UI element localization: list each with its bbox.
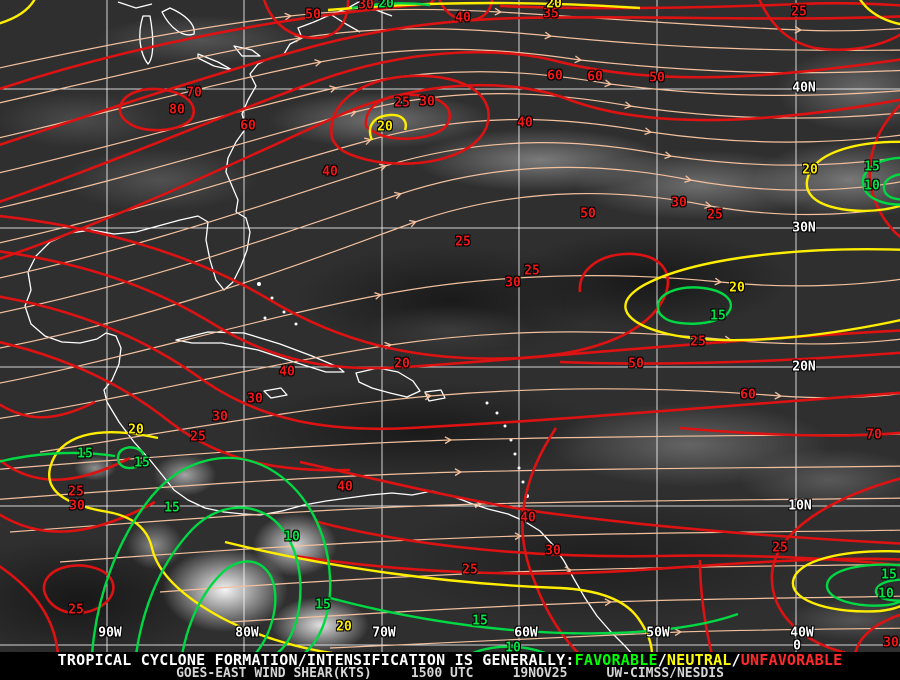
red-contour-line (679, 426, 900, 437)
yellow-contour-line (0, 0, 36, 25)
product-caption: GOES-EAST WIND SHEAR(KTS) 1500 UTC 19NOV… (176, 666, 724, 680)
red-contour-line (0, 50, 900, 203)
banner-prefix: TROPICAL CYCLONE FORMATION/INTENSIFICATI… (57, 651, 575, 669)
unfavorable-label: UNFAVORABLE (740, 651, 843, 669)
green-contour-closed-15 (116, 446, 145, 470)
streamline (0, 7, 900, 69)
red-contour-line (0, 250, 900, 370)
separator: / (731, 651, 741, 669)
coastline (106, 401, 261, 516)
yellow-contour-line (368, 113, 407, 141)
red-contour-line (262, 0, 350, 40)
green-contour-line (874, 578, 900, 602)
red-contour-line (0, 500, 156, 533)
streamline (0, 465, 900, 500)
yellow-shear-contours (0, 0, 900, 652)
red-contour-line (0, 0, 436, 91)
streamline (0, 331, 900, 419)
status-banner: TROPICAL CYCLONE FORMATION/INTENSIFICATI… (0, 652, 900, 680)
green-contour-line (472, 645, 546, 652)
streamline (0, 118, 900, 244)
green-contour-line (91, 456, 332, 652)
red-shear-contours (0, 0, 900, 652)
green-contour-line (329, 596, 739, 635)
red-contour-line (758, 0, 900, 52)
red-contour-line (770, 477, 900, 652)
green-contour-closed-15 (656, 286, 733, 325)
red-contour-line (0, 400, 96, 419)
yellow-contour-line (48, 431, 334, 652)
neutral-label: NEUTRAL (666, 651, 732, 669)
yellow-contour-line (327, 1, 641, 12)
coastline-hispaniola (355, 367, 421, 398)
coastline-cuba (175, 331, 345, 373)
coastline (161, 7, 195, 36)
streamline (0, 28, 900, 104)
yellow-contour-line (224, 540, 654, 652)
coastline (233, 45, 261, 57)
map-overlay-svg (0, 0, 900, 652)
red-contour-line (0, 565, 59, 652)
coastline (24, 211, 251, 344)
streamline (229, 595, 900, 623)
wind-streamlines (0, 7, 900, 649)
red-contour-line (0, 83, 900, 260)
red-contour-line (698, 559, 713, 652)
streamline (329, 627, 900, 649)
red-contour-line (559, 351, 900, 365)
coastline (259, 490, 632, 652)
red-contour-closed-25 (330, 74, 490, 166)
red-contour-line (0, 340, 351, 472)
red-contour-line (294, 554, 900, 575)
banner-headline: TROPICAL CYCLONE FORMATION/INTENSIFICATI… (0, 652, 900, 668)
streamline (0, 166, 900, 314)
coastline (117, 1, 153, 9)
green-contour-line (135, 506, 302, 652)
yellow-contour-line (791, 550, 900, 613)
red-contour-closed-80 (118, 87, 195, 132)
coastline-jamaica (263, 387, 288, 399)
streamline (0, 48, 900, 139)
red-contour-closed-30 (364, 93, 451, 140)
green-contour-line (882, 173, 900, 201)
green-contour-line (181, 560, 277, 652)
island-dots (257, 282, 529, 498)
red-contour-line (499, 1, 900, 10)
yellow-contour-line (624, 248, 900, 342)
streamline (0, 275, 900, 384)
green-contour-line (0, 451, 116, 463)
favorable-label: FAVORABLE (574, 651, 658, 669)
streamline (0, 142, 900, 279)
red-contour-line (521, 427, 579, 652)
green-contour-line (351, 2, 431, 10)
red-contour-line (0, 295, 900, 431)
yellow-contour-line (805, 140, 900, 213)
red-contour-line (0, 15, 900, 147)
separator: / (657, 651, 667, 669)
yellow-contour-line (859, 0, 900, 26)
coastline (139, 15, 154, 65)
green-shear-contours (0, 2, 900, 652)
red-contour-line (299, 460, 900, 545)
streamline (0, 71, 900, 174)
red-contour-line (854, 613, 900, 652)
streamline (0, 192, 900, 349)
streamline (9, 497, 900, 533)
red-contour-line (868, 103, 900, 239)
green-contour-line (825, 563, 900, 607)
red-contour-closed-25 (42, 564, 115, 615)
red-contour-line (0, 456, 131, 481)
streamline (0, 433, 900, 470)
latlon-grid (0, 0, 900, 652)
green-contour-line (861, 156, 900, 206)
